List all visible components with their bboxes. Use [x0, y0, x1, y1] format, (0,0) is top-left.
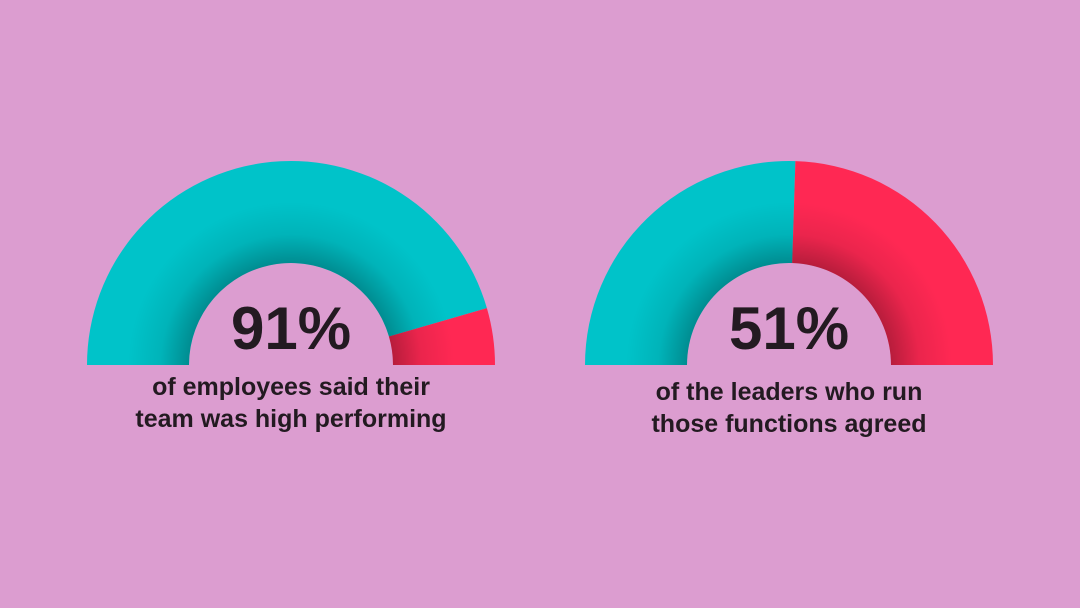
caption-line-1: of the leaders who run [656, 378, 923, 406]
gauge-chart-employees: 91% of employees said their team was hig… [87, 161, 495, 433]
gauge-chart-leaders: 51% of the leaders who run those functio… [585, 160, 993, 438]
gauge-inner-shadow [87, 161, 495, 365]
gauge-inner-shadow [585, 161, 993, 365]
caption-line-1: of employees said their [152, 373, 430, 401]
caption-line-2: team was high performing [135, 405, 446, 433]
gauge-percent-label: 91% [231, 295, 351, 362]
caption-line-2: those functions agreed [651, 410, 926, 438]
gauge-percent-label: 51% [729, 295, 849, 362]
